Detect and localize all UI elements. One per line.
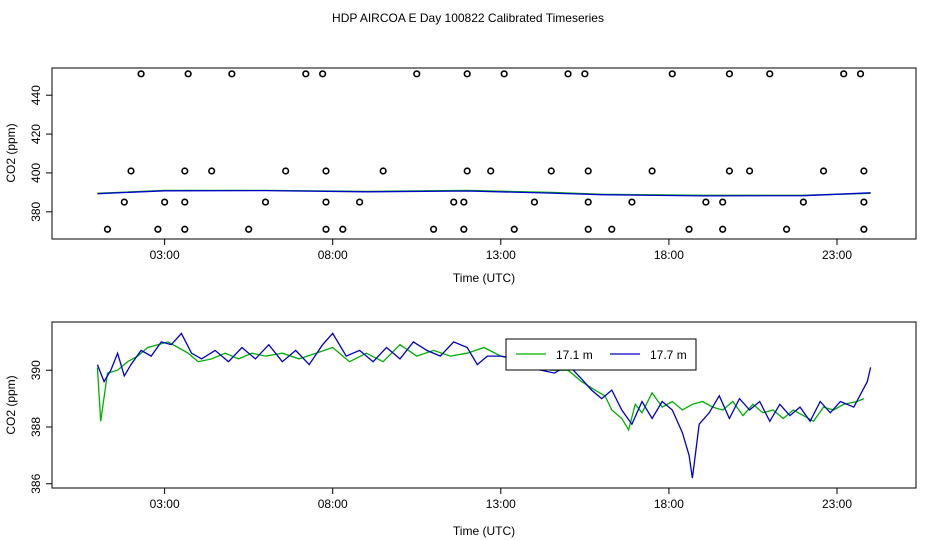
data-point	[668, 70, 676, 78]
data-point	[208, 167, 216, 175]
data-point	[460, 198, 468, 206]
data-point	[725, 70, 734, 78]
data-point	[856, 70, 865, 78]
data-point	[460, 225, 468, 233]
data-point	[463, 167, 471, 175]
data-point	[719, 225, 727, 233]
data-point	[161, 198, 169, 206]
data-point	[127, 167, 135, 175]
data-point	[184, 70, 192, 78]
data-point	[510, 225, 518, 233]
plot-frame	[51, 67, 917, 240]
data-point	[648, 167, 656, 175]
data-point	[530, 198, 539, 206]
data-point	[628, 198, 636, 206]
series-line-blue	[96, 332, 872, 479]
x-axis-label: Time (UTC)	[453, 271, 515, 285]
data-point	[860, 225, 868, 233]
data-point	[302, 70, 310, 78]
legend-label-17-7m: 17.7 m	[650, 348, 687, 362]
data-point	[719, 198, 727, 206]
figure-title: HDP AIRCOA E Day 100822 Calibrated Times…	[332, 11, 604, 25]
x-tick-label: 13:00	[486, 248, 516, 262]
y-tick-label: 440	[29, 85, 43, 105]
y-tick-label: 400	[29, 163, 43, 183]
data-point	[228, 70, 236, 78]
y-tick-label: 420	[29, 124, 43, 144]
data-point	[120, 198, 128, 206]
legend-label-17-1m: 17.1 m	[556, 348, 593, 362]
data-point	[450, 198, 458, 206]
data-point	[261, 198, 270, 206]
data-point	[745, 167, 754, 175]
data-point	[584, 198, 592, 206]
data-point	[685, 225, 693, 233]
data-point	[429, 225, 438, 233]
x-tick-label: 18:00	[654, 497, 684, 511]
y-tick-label: 386	[29, 473, 43, 493]
x-tick-label: 08:00	[318, 248, 348, 262]
data-point	[463, 70, 471, 78]
data-point	[584, 225, 592, 233]
data-point	[245, 225, 253, 233]
data-point	[799, 198, 807, 206]
plot-frame	[51, 321, 917, 489]
data-point	[608, 225, 616, 233]
x-tick-label: 13:00	[486, 497, 516, 511]
series-line-green	[96, 341, 865, 432]
series-line-blue	[97, 189, 871, 197]
data-point	[819, 167, 828, 175]
y-axis-label: CO2 (ppm)	[4, 123, 18, 182]
x-axis-label: Time (UTC)	[453, 524, 515, 538]
data-point	[103, 225, 112, 233]
data-point	[322, 167, 330, 175]
y-tick-label: 388	[29, 417, 43, 437]
y-tick-label: 380	[29, 201, 43, 221]
data-point	[725, 167, 734, 175]
x-tick-label: 23:00	[822, 497, 852, 511]
y-axis-label: CO2 (ppm)	[4, 375, 18, 434]
x-tick-label: 03:00	[150, 248, 180, 262]
data-point	[564, 70, 572, 78]
data-point	[356, 198, 364, 206]
data-point	[181, 198, 189, 206]
data-point	[137, 70, 145, 78]
x-tick-label: 08:00	[318, 497, 348, 511]
data-point	[782, 225, 791, 233]
data-point	[322, 225, 330, 233]
y-tick-label: 390	[29, 360, 43, 380]
data-point	[339, 225, 347, 233]
data-point	[500, 70, 508, 78]
x-tick-label: 23:00	[822, 248, 852, 262]
data-point	[181, 225, 189, 233]
data-point	[860, 198, 868, 206]
data-point	[702, 198, 710, 206]
legend: 17.1 m 17.7 m	[505, 338, 697, 371]
data-point	[766, 70, 774, 78]
x-tick-label: 18:00	[654, 248, 684, 262]
data-point	[547, 167, 555, 175]
data-point	[860, 167, 868, 175]
data-point	[413, 70, 421, 78]
data-point	[487, 167, 495, 175]
data-point	[581, 70, 589, 78]
scatter-panel: Time (UTC) CO2 (ppm) 03:00 08:00 13:00 18:0…	[4, 67, 917, 285]
x-tick-label: 03:00	[150, 497, 180, 511]
data-point	[282, 167, 290, 175]
data-point	[154, 225, 162, 233]
data-point	[379, 167, 387, 175]
data-point	[840, 70, 848, 78]
data-point	[584, 167, 592, 175]
data-point	[322, 198, 330, 206]
data-point	[181, 167, 189, 175]
line-panel: Time (UTC) CO2 (ppm) 03:00 08:00 13:00 18:0…	[4, 321, 917, 538]
data-point	[319, 70, 327, 78]
